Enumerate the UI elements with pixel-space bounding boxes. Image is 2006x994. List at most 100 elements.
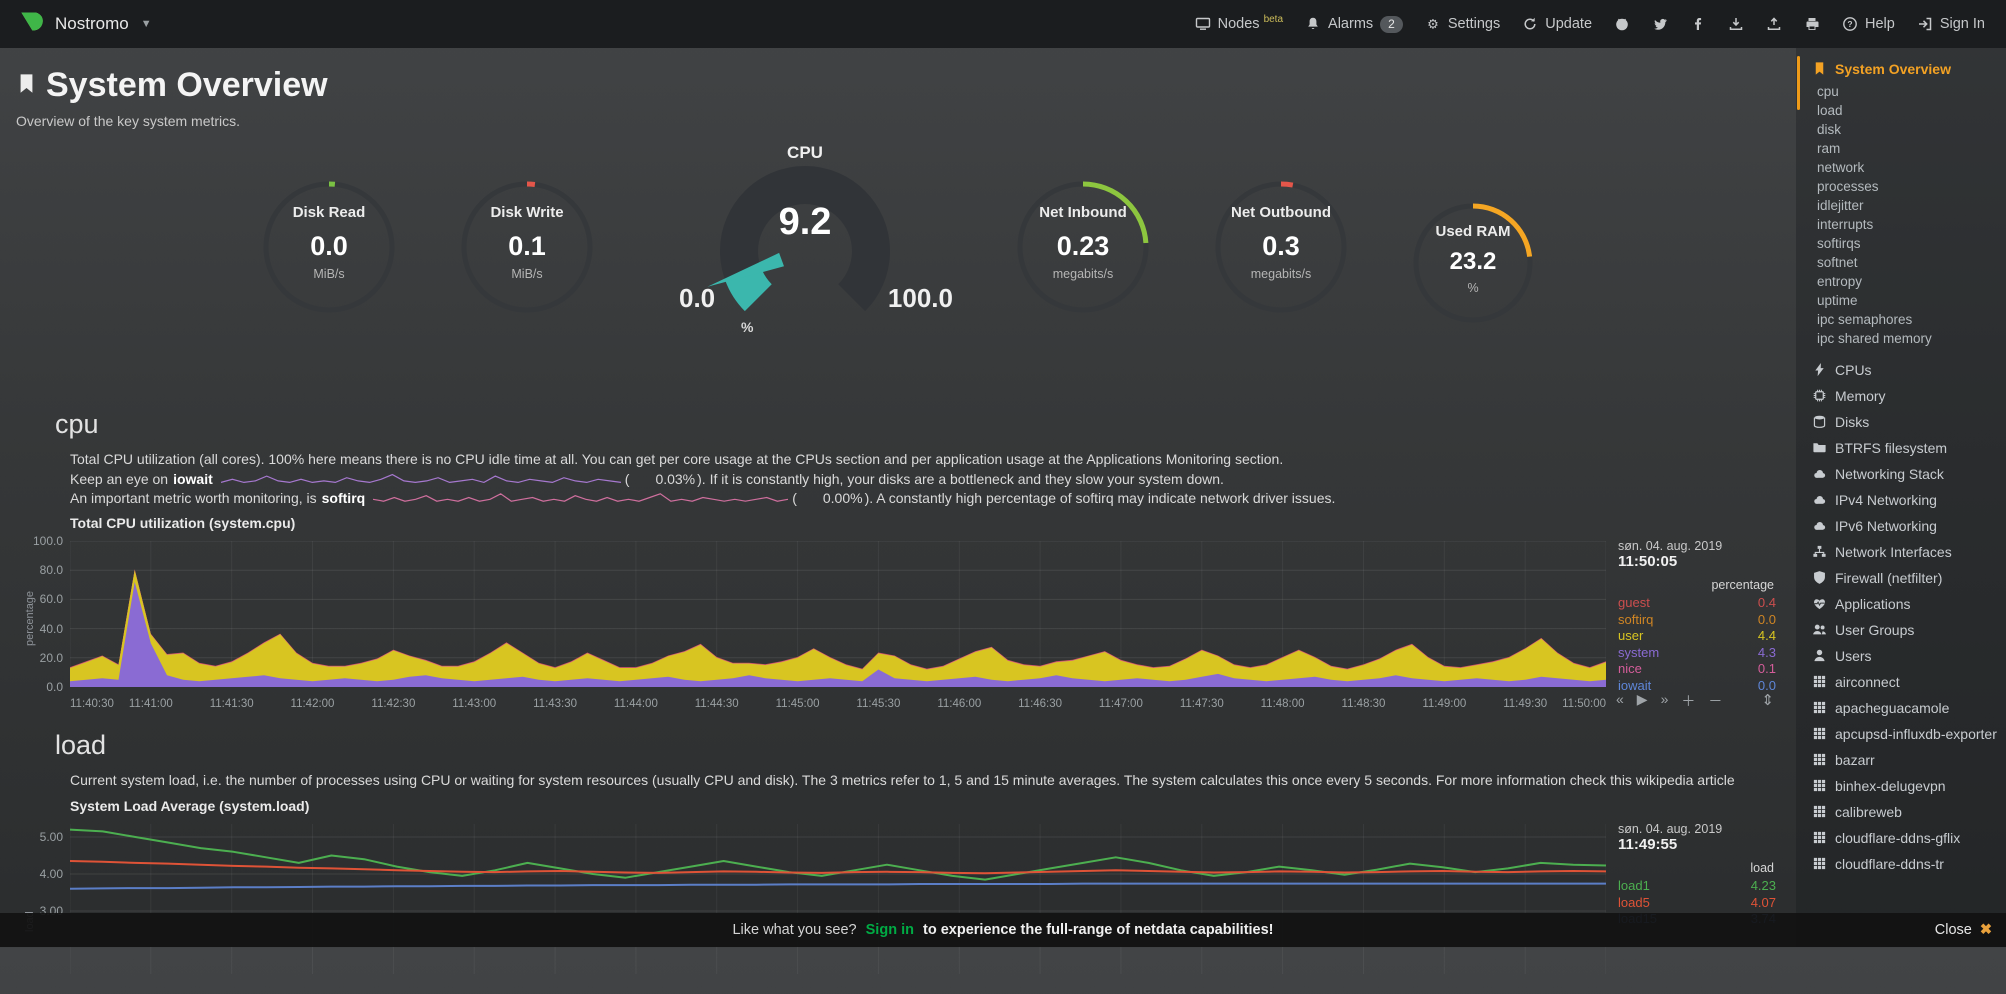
sidebar-item-processes[interactable]: processes [1812,177,1998,196]
bookmark-icon [1812,61,1827,76]
gauge-disk-read: Disk Read 0.0 MiB/s [259,177,399,317]
legend-row-user[interactable]: user 4.4 [1618,628,1776,645]
chart-plot-area[interactable] [70,541,1606,687]
page-title-row: System Overview [16,66,1796,105]
node-name: Nostromo [55,14,129,34]
sidebar-item-system-overview[interactable]: System Overview [1812,56,1998,82]
sidebar-item-softnet[interactable]: softnet [1812,253,1998,272]
topbar-download-button[interactable] [1717,0,1755,48]
chart-date: søn. 04. aug. 2019 [1618,822,1776,836]
sidebar-item-uptime[interactable]: uptime [1812,291,1998,310]
gauge-used-ram: Used RAM 23.2 % [1409,199,1537,327]
legend-row-system[interactable]: system 4.3 [1618,645,1776,662]
sidebar-item-idlejitter[interactable]: idlejitter [1812,196,1998,215]
chart-plot-area[interactable] [70,824,1606,974]
sidebar-item-networking-stack[interactable]: Networking Stack [1812,461,1998,487]
sidebar-item-ipv4-networking[interactable]: IPv4 Networking [1812,487,1998,513]
gauges-row: Disk Read 0.0 MiB/s Disk Write 0.1 MiB/s… [0,143,1796,393]
sidebar-item-ram[interactable]: ram [1812,139,1998,158]
sidebar-item-entropy[interactable]: entropy [1812,272,1998,291]
ethernet-icon [1812,544,1827,559]
legend-row-load5[interactable]: load5 4.07 [1618,895,1776,912]
chart-title: Total CPU utilization (system.cpu) [70,515,295,531]
heartbeat-icon [1812,596,1827,611]
cloud-icon [1812,466,1827,481]
legend-row-guest[interactable]: guest 0.4 [1618,595,1776,612]
grid-icon [1812,856,1827,871]
topbar-help-button[interactable]: ?Help [1831,0,1906,48]
chart-time: 11:50:05 [1618,553,1776,570]
legend-row-load1[interactable]: load1 4.23 [1618,878,1776,895]
sidebar-item-firewall-netfilter-[interactable]: Firewall (netfilter) [1812,565,1998,591]
legend-unit-header: percentage [1618,578,1774,592]
topbar-upload-button[interactable] [1755,0,1793,48]
legend-unit-header: load [1618,861,1774,875]
grid-icon [1812,726,1827,741]
sidebar-item-airconnect[interactable]: airconnect [1812,669,1998,695]
sidebar-item-ipc-semaphores[interactable]: ipc semaphores [1812,310,1998,329]
legend-row-nice[interactable]: nice 0.1 [1618,661,1776,678]
help-icon: ? [1842,16,1858,32]
main-content: System Overview Overview of the key syst… [0,48,1796,994]
sidebar-item-applications[interactable]: Applications [1812,591,1998,617]
topbar-github-button[interactable] [1603,0,1641,48]
chart-x-axis [70,976,1776,994]
chart-legend: søn. 04. aug. 2019 11:49:55 load load1 4… [1606,824,1776,974]
sidebar-item-apacheguacamole[interactable]: apacheguacamole [1812,695,1998,721]
sidebar-item-network-interfaces[interactable]: Network Interfaces [1812,539,1998,565]
sidebar-item-user-groups[interactable]: User Groups [1812,617,1998,643]
node-selector[interactable]: Nostromo ▼ [10,8,160,40]
sidebar-item-cloudflare-ddns-gflix[interactable]: cloudflare-ddns-gflix [1812,825,1998,851]
topbar-settings-button[interactable]: ⚙Settings [1414,0,1511,48]
sidebar-item-apcupsd-influxdb-exporter[interactable]: apcupsd-influxdb-exporter [1812,721,1998,747]
refresh-icon [1522,16,1538,32]
cpu-section: cpu Total CPU utilization (all cores). 1… [0,409,1796,714]
sidebar-scrollbar-thumb[interactable] [1797,56,1800,110]
svg-text:⚙: ⚙ [1427,17,1439,32]
sidebar-item-ipv6-networking[interactable]: IPv6 Networking [1812,513,1998,539]
sidebar-item-memory[interactable]: Memory [1812,383,1998,409]
sidebar-item-disks[interactable]: Disks [1812,409,1998,435]
netdata-logo [18,8,45,40]
svg-text:?: ? [1847,19,1852,29]
topbar-print-button[interactable] [1793,0,1831,48]
sidebar-item-cloudflare-ddns-tr[interactable]: cloudflare-ddns-tr [1812,851,1998,877]
sidebar-item-disk[interactable]: disk [1812,120,1998,139]
sign-in-link[interactable]: Sign in [866,922,914,938]
gauge-cpu: CPU 9.2 0.0 100.0 % [655,143,955,332]
softirq-note: An important metric worth monitoring, is… [70,488,1776,507]
sidebar-item-interrupts[interactable]: interrupts [1812,215,1998,234]
sidebar-item-bazarr[interactable]: bazarr [1812,747,1998,773]
sidebar-item-softirqs[interactable]: softirqs [1812,234,1998,253]
sidebar-item-ipc-shared-memory[interactable]: ipc shared memory [1812,329,1998,348]
shield-icon [1812,570,1827,585]
topbar-facebook-button[interactable] [1679,0,1717,48]
gauge-net-outbound: Net Outbound 0.3 megabits/s [1211,177,1351,317]
sidebar-item-btrfs-filesystem[interactable]: BTRFS filesystem [1812,435,1998,461]
sidebar-item-cpus[interactable]: CPUs [1812,357,1998,383]
legend-row-softirq[interactable]: softirq 0.0 [1618,612,1776,629]
close-banner-button[interactable]: Close ✖ [1935,922,1992,938]
topbar-signin-button[interactable]: Sign In [1906,0,1996,48]
load-section-heading: load [55,730,1776,761]
iowait-sparkline-chart [217,471,625,486]
sidebar-item-calibreweb[interactable]: calibreweb [1812,799,1998,825]
grid-icon [1812,778,1827,793]
gauge-disk-write: Disk Write 0.1 MiB/s [457,177,597,317]
grid-icon [1812,752,1827,767]
sidebar-item-network[interactable]: network [1812,158,1998,177]
sidebar-item-load[interactable]: load [1812,101,1998,120]
topbar-update-button[interactable]: Update [1511,0,1603,48]
sidebar-item-cpu[interactable]: cpu [1812,82,1998,101]
upload-icon [1766,16,1782,32]
topbar-twitter-button[interactable] [1641,0,1679,48]
sidebar-item-users[interactable]: Users [1812,643,1998,669]
sidebar-item-binhex-delugevpn[interactable]: binhex-delugevpn [1812,773,1998,799]
cpu-section-heading: cpu [55,409,1776,440]
load-section: load Current system load, i.e. the numbe… [0,730,1796,994]
